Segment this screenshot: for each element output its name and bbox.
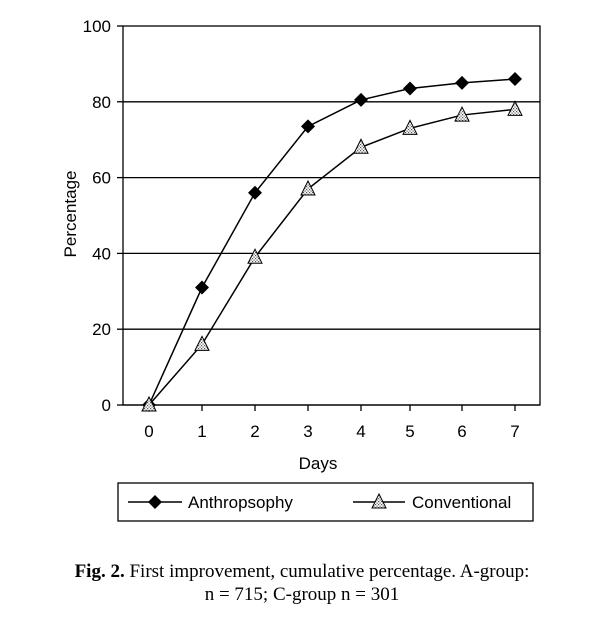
x-axis-ticks: 0 1 2 3 4 5 6 7 (144, 405, 520, 441)
x-tick-label-4: 4 (356, 422, 365, 441)
series-0-point-5 (403, 81, 417, 96)
x-tick-label-5: 5 (405, 422, 414, 441)
series-1-point-6 (454, 105, 470, 122)
series-0-point-4 (354, 92, 368, 107)
figure-caption: Fig. 2. First improvement, cumulative pe… (0, 560, 604, 606)
y-tick-label-0: 0 (102, 396, 111, 415)
x-tick-label-7: 7 (510, 422, 519, 441)
series-0-point-6 (455, 75, 469, 90)
x-tick-label-1: 1 (197, 422, 206, 441)
y-tick-label-40: 40 (92, 244, 111, 263)
series-1-point-0 (141, 395, 157, 412)
series-1-point-5 (402, 119, 418, 135)
series-1-point-1 (194, 335, 210, 351)
legend-label-anthroposophy: Anthropsophy (188, 493, 293, 512)
legend: Anthropsophy Conventional (117, 482, 534, 522)
x-tick-label-6: 6 (457, 422, 466, 441)
x-tick-label-2: 2 (250, 422, 259, 441)
series-0-point-3 (301, 119, 315, 134)
series-1-point-3 (300, 179, 316, 196)
series-1-point-7 (507, 100, 523, 116)
legend-box (117, 482, 534, 522)
gridlines (123, 101, 540, 330)
y-tick-label-20: 20 (92, 320, 111, 339)
y-tick-label-60: 60 (92, 169, 111, 188)
series-line-0 (148, 78, 516, 406)
caption-line-2: n = 715; C-group n = 301 (204, 584, 400, 605)
series (141, 72, 523, 412)
legend-marker-anthroposophy (148, 495, 162, 509)
series-0-point-7 (508, 72, 522, 87)
y-axis: 0 20 40 60 80 100 (83, 17, 123, 415)
x-tick-label-3: 3 (303, 422, 312, 441)
series-line-1 (148, 108, 516, 406)
legend-marker-conventional (371, 492, 387, 509)
plot-frame (122, 25, 541, 406)
line-chart: 0 20 40 60 80 100 0 1 2 3 4 5 6 7 Percentage Days An… (61, 17, 541, 522)
series-1-point-2 (247, 248, 263, 264)
y-tick-label-100: 100 (83, 17, 111, 36)
series-0-point-1 (195, 280, 209, 295)
caption-figure-label: Fig. 2. (74, 561, 125, 582)
y-axis-title: Percentage (61, 171, 80, 258)
x-axis-title: Days (299, 454, 338, 473)
caption-line-1: Fig. 2. First improvement, cumulative pe… (0, 560, 604, 583)
legend-label-conventional: Conventional (412, 493, 511, 512)
series-0-point-2 (248, 185, 262, 200)
x-tick-label-0: 0 (144, 422, 153, 441)
series-1-point-4 (353, 138, 369, 154)
y-tick-label-80: 80 (92, 93, 111, 112)
caption-text: First improvement, cumulative percentage… (129, 561, 530, 582)
